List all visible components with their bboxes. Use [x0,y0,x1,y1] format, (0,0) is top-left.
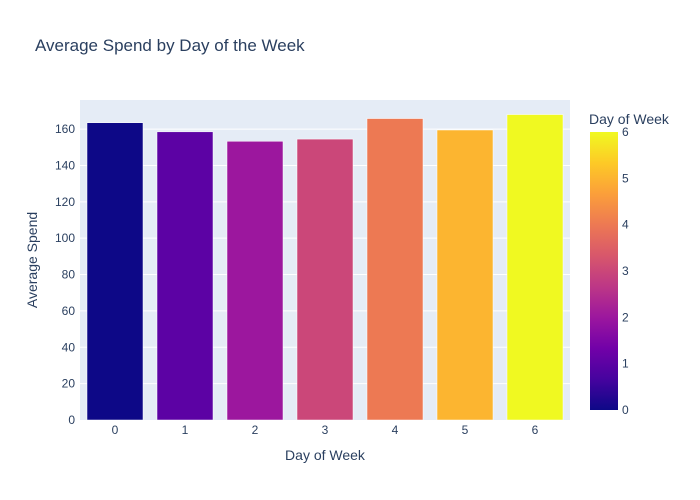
bar-1 [156,131,214,421]
bar-4 [366,118,424,421]
y-tick-label: 80 [62,268,76,282]
colorbar-tick-label: 2 [622,310,629,324]
colorbar-tick-label: 0 [622,403,629,417]
bar-0 [86,122,144,421]
y-tick-label: 20 [62,377,76,391]
colorbar-tick-label: 4 [622,218,629,232]
x-tick-label: 1 [182,423,189,437]
y-tick-label: 40 [62,340,76,354]
y-tick-label: 120 [55,195,75,209]
colorbar-tick-label: 5 [622,171,629,185]
bar-2 [226,141,284,421]
colorbar [590,132,618,410]
y-tick-label: 0 [68,413,75,427]
x-tick-label: 4 [392,423,399,437]
bar-6 [506,114,564,421]
x-tick-label: 5 [462,423,469,437]
chart-title: Average Spend by Day of the Week [35,36,305,55]
x-tick-label: 3 [322,423,329,437]
y-tick-label: 160 [55,122,75,136]
x-tick-label: 2 [252,423,259,437]
x-tick-label: 6 [532,423,539,437]
colorbar-tick-label: 3 [622,264,629,278]
x-tick-labels: 0 1 2 3 4 5 6 [112,423,539,437]
y-tick-label: 140 [55,158,75,172]
y-tick-label: 60 [62,304,76,318]
colorbar-tick-label: 6 [622,125,629,139]
colorbar-tick-labels: 0 1 2 3 4 5 6 [622,125,629,417]
colorbar-tick-label: 1 [622,357,629,371]
colorbar-title: Day of Week [589,111,670,127]
x-tick-label: 0 [112,423,119,437]
bars [86,114,564,421]
y-tick-labels: 0 20 40 60 80 100 120 140 160 [55,122,75,427]
bar-3 [296,138,354,421]
y-axis-title: Average Spend [24,212,40,308]
bar-5 [436,129,494,421]
x-axis-title: Day of Week [285,447,366,463]
y-tick-label: 100 [55,231,75,245]
